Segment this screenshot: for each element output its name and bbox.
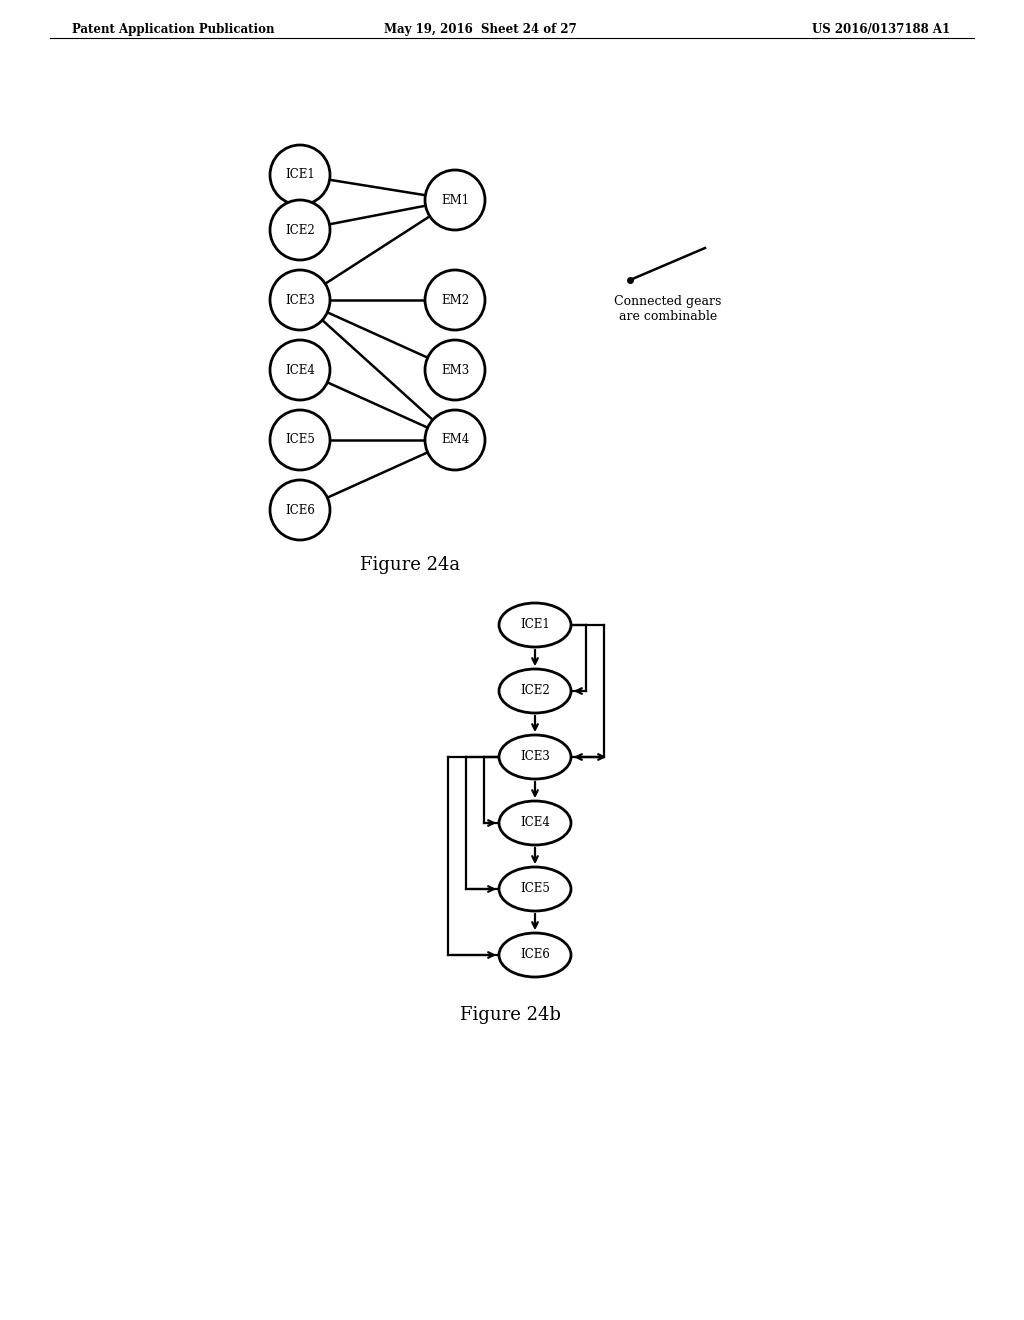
Text: ICE4: ICE4 — [285, 363, 315, 376]
Ellipse shape — [499, 801, 571, 845]
Text: Patent Application Publication: Patent Application Publication — [72, 22, 274, 36]
Text: EM2: EM2 — [441, 293, 469, 306]
Ellipse shape — [499, 669, 571, 713]
Text: ICE1: ICE1 — [520, 619, 550, 631]
Text: EM4: EM4 — [441, 433, 469, 446]
Text: ICE6: ICE6 — [285, 503, 315, 516]
Circle shape — [270, 341, 330, 400]
Text: ICE3: ICE3 — [285, 293, 315, 306]
Text: EM1: EM1 — [441, 194, 469, 206]
Text: Figure 24b: Figure 24b — [460, 1006, 560, 1024]
Text: Connected gears
are combinable: Connected gears are combinable — [614, 294, 722, 323]
Text: ICE5: ICE5 — [285, 433, 315, 446]
Text: ICE2: ICE2 — [285, 223, 314, 236]
Ellipse shape — [499, 867, 571, 911]
Circle shape — [270, 411, 330, 470]
Ellipse shape — [499, 735, 571, 779]
Text: ICE1: ICE1 — [285, 169, 314, 181]
Circle shape — [425, 170, 485, 230]
Circle shape — [425, 411, 485, 470]
Circle shape — [425, 271, 485, 330]
Circle shape — [270, 480, 330, 540]
Text: ICE5: ICE5 — [520, 883, 550, 895]
Text: ICE2: ICE2 — [520, 685, 550, 697]
Ellipse shape — [499, 603, 571, 647]
Circle shape — [425, 341, 485, 400]
Ellipse shape — [499, 933, 571, 977]
Text: US 2016/0137188 A1: US 2016/0137188 A1 — [812, 22, 950, 36]
Text: ICE6: ICE6 — [520, 949, 550, 961]
Circle shape — [270, 145, 330, 205]
Text: ICE3: ICE3 — [520, 751, 550, 763]
Text: Figure 24a: Figure 24a — [360, 556, 460, 574]
Text: May 19, 2016  Sheet 24 of 27: May 19, 2016 Sheet 24 of 27 — [384, 22, 577, 36]
Circle shape — [270, 271, 330, 330]
Text: EM3: EM3 — [441, 363, 469, 376]
Text: ICE4: ICE4 — [520, 817, 550, 829]
Circle shape — [270, 201, 330, 260]
